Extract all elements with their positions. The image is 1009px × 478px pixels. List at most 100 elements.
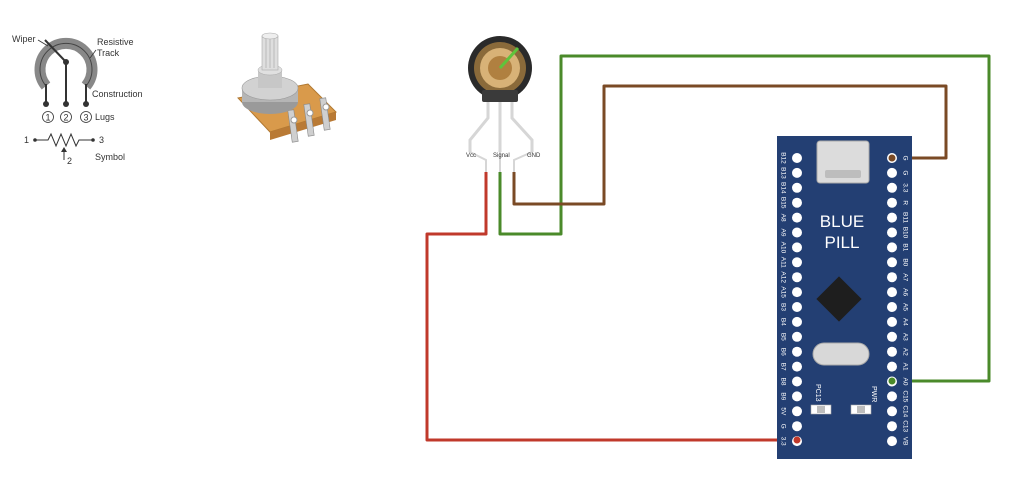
left-pin-pad bbox=[792, 361, 802, 372]
right-pin-label: C13 bbox=[901, 420, 908, 432]
left-pin-pad bbox=[792, 167, 802, 178]
left-pin-label: A15 bbox=[779, 286, 786, 298]
board-title-line2: PILL bbox=[825, 233, 860, 252]
right-pin-pad bbox=[887, 287, 897, 298]
right-pin-label: A4 bbox=[901, 318, 908, 326]
wiper-label: Wiper bbox=[12, 34, 36, 44]
right-pin-label: R bbox=[901, 200, 908, 205]
right-pin-pad bbox=[887, 242, 897, 253]
wire-signal bbox=[498, 54, 991, 383]
pot-schematic-symbol: 1 3 2 Symbol bbox=[24, 132, 125, 166]
wires bbox=[425, 54, 991, 442]
vcc-connection-dot bbox=[793, 436, 801, 444]
right-pin-label: A6 bbox=[901, 288, 908, 296]
track-label: Track bbox=[97, 48, 120, 58]
left-pin-pad bbox=[792, 421, 802, 432]
left-pin-pad bbox=[792, 346, 802, 357]
left-pin-label: 3.3 bbox=[779, 437, 786, 446]
svg-text:3: 3 bbox=[99, 135, 104, 145]
right-pin-label: A0 bbox=[901, 378, 908, 386]
left-pin-label: B5 bbox=[779, 333, 786, 341]
symbol-label: Symbol bbox=[95, 152, 125, 162]
left-pin-pad bbox=[792, 316, 802, 327]
right-pin-label: A2 bbox=[901, 348, 908, 356]
left-pin-label: B6 bbox=[779, 348, 786, 356]
left-pin-label: A11 bbox=[779, 257, 786, 268]
pot-pin-gnd-label: GND bbox=[527, 153, 541, 159]
led-pc13-label: PC13 bbox=[814, 384, 821, 402]
left-pin-pad bbox=[792, 227, 802, 238]
left-pin-pad bbox=[792, 272, 802, 283]
left-pin-pad bbox=[792, 197, 802, 208]
blue-pill-board: BLUE PILL PC13 PWR B12 B13 B14 B15 A8 A9 A10 A1… bbox=[777, 136, 912, 459]
left-pin-pad bbox=[792, 406, 802, 417]
left-pin-label: A10 bbox=[779, 242, 786, 254]
left-pin-pad bbox=[792, 257, 802, 268]
right-pin-pad bbox=[887, 167, 897, 178]
right-pin-pad bbox=[887, 361, 897, 372]
right-pin-label: B10 bbox=[901, 227, 908, 239]
signal-connection-dot bbox=[888, 377, 896, 385]
left-pin-pad bbox=[792, 182, 802, 193]
left-pin-pad bbox=[792, 153, 802, 163]
right-pin-label: A7 bbox=[901, 273, 908, 281]
right-pin-pad bbox=[887, 316, 897, 327]
right-pin-pad bbox=[887, 406, 897, 417]
right-pin-pad bbox=[887, 346, 897, 357]
right-pin-pad bbox=[887, 182, 897, 193]
right-pin-label: 3.3 bbox=[901, 183, 908, 192]
right-pin-label: B11 bbox=[901, 212, 908, 223]
left-pin-pad bbox=[792, 287, 802, 298]
left-pin-pad bbox=[792, 302, 802, 312]
pot-pin-signal-label: Signal bbox=[493, 153, 510, 159]
crystal bbox=[812, 342, 870, 366]
svg-text:2: 2 bbox=[67, 156, 72, 166]
left-pin-label: G bbox=[779, 424, 786, 429]
potentiometer-photo bbox=[237, 32, 337, 143]
lug-number: 2 bbox=[63, 113, 68, 123]
right-pin-pad bbox=[887, 257, 897, 268]
lug-number: 3 bbox=[83, 113, 88, 123]
left-pin-label: 5V bbox=[779, 407, 786, 416]
lug-number: 1 bbox=[45, 113, 50, 123]
left-pin-label: B12 bbox=[779, 152, 786, 164]
right-pin-label: A1 bbox=[901, 363, 908, 371]
right-pin-pad bbox=[887, 272, 897, 283]
right-pin-pad bbox=[887, 212, 897, 223]
right-pin-label: VB bbox=[901, 437, 908, 446]
left-pin-pad bbox=[792, 391, 802, 402]
left-pin-label: B4 bbox=[779, 318, 786, 326]
svg-text:1: 1 bbox=[24, 135, 29, 145]
left-pin-label: A8 bbox=[779, 214, 786, 222]
pot-wiper-indicator bbox=[498, 46, 520, 70]
right-pin-pad bbox=[887, 391, 897, 402]
right-pin-label: C14 bbox=[901, 405, 908, 417]
potentiometer-component: Vcc Signal GND bbox=[466, 36, 541, 172]
left-pin-label: A12 bbox=[779, 271, 786, 283]
right-pin-pad bbox=[887, 197, 897, 208]
left-pin-label: A9 bbox=[779, 229, 786, 237]
right-pin-label: B0 bbox=[901, 258, 908, 266]
left-pin-pad bbox=[792, 212, 802, 223]
right-pin-label: C15 bbox=[901, 390, 908, 402]
right-pin-label: A5 bbox=[901, 303, 908, 311]
left-pin-label: B13 bbox=[779, 167, 786, 179]
gnd-connection-dot bbox=[888, 154, 896, 162]
left-pin-label: B8 bbox=[779, 378, 786, 386]
right-pin-label: G bbox=[901, 155, 908, 160]
pot-pin-vcc-label: Vcc bbox=[466, 153, 476, 159]
pot-construction-diagram: 1 2 3 Wiper Resistive Track Construction… bbox=[12, 34, 143, 166]
resistive-label: Resistive bbox=[97, 37, 134, 47]
right-pin-pad bbox=[887, 436, 897, 447]
right-pin-label: B1 bbox=[901, 243, 908, 251]
right-pin-pad bbox=[887, 302, 897, 312]
wiper-arm bbox=[44, 39, 67, 63]
right-pin-pad bbox=[887, 227, 897, 238]
left-pin-label: B14 bbox=[779, 182, 786, 194]
construction-label: Construction bbox=[92, 89, 143, 99]
led-pwr-label: PWR bbox=[870, 386, 877, 402]
wire-connections bbox=[793, 154, 896, 444]
board-title-line1: BLUE bbox=[820, 212, 864, 231]
left-pin-label: B15 bbox=[779, 197, 786, 209]
